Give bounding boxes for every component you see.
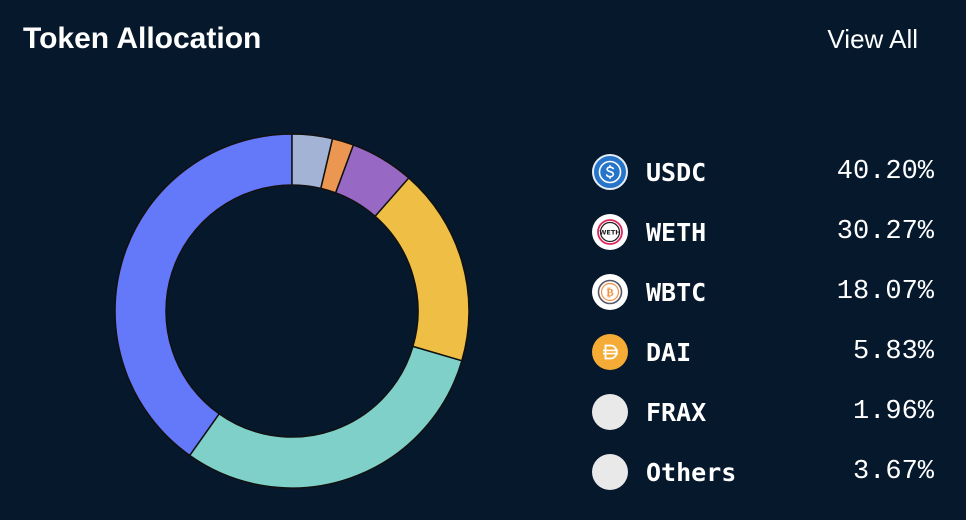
dai-icon xyxy=(592,334,628,370)
chart-legend: USDC 40.20% WETH WETH 30.27% ₿ xyxy=(592,142,934,502)
legend-item-wbtc: ₿ WBTC 18.07% xyxy=(592,262,934,322)
legend-label: DAI xyxy=(646,337,692,367)
donut-slice-weth xyxy=(188,345,463,489)
legend-item-frax: FRAX 1.96% xyxy=(592,382,934,442)
legend-label: WETH xyxy=(646,217,707,247)
legend-percent: 40.20% xyxy=(836,157,934,187)
others-icon xyxy=(592,454,628,490)
legend-item-dai: DAI 5.83% xyxy=(592,322,934,382)
donut-slice-others xyxy=(291,133,334,190)
donut-slice-usdc xyxy=(114,133,293,457)
frax-icon xyxy=(592,394,628,430)
svg-text:WETH: WETH xyxy=(599,229,620,237)
legend-percent: 5.83% xyxy=(852,337,934,367)
legend-label: USDC xyxy=(646,157,707,187)
donut-slice-wbtc xyxy=(374,176,470,362)
legend-item-usdc: USDC 40.20% xyxy=(592,142,934,202)
legend-percent: 30.27% xyxy=(836,217,934,247)
view-all-link[interactable]: View All xyxy=(827,24,918,54)
legend-percent: 3.67% xyxy=(852,457,934,487)
legend-label: Others xyxy=(646,457,737,487)
svg-text:₿: ₿ xyxy=(606,286,614,299)
usdc-icon xyxy=(592,154,628,190)
donut-chart xyxy=(114,133,470,489)
wbtc-icon: ₿ xyxy=(592,274,628,310)
weth-icon: WETH xyxy=(592,214,628,250)
legend-percent: 1.96% xyxy=(852,397,934,427)
legend-percent: 18.07% xyxy=(836,277,934,307)
legend-label: FRAX xyxy=(646,397,707,427)
panel-title: Token Allocation xyxy=(23,22,262,55)
legend-item-weth: WETH WETH 30.27% xyxy=(592,202,934,262)
legend-item-others: Others 3.67% xyxy=(592,442,934,502)
legend-label: WBTC xyxy=(646,277,707,307)
